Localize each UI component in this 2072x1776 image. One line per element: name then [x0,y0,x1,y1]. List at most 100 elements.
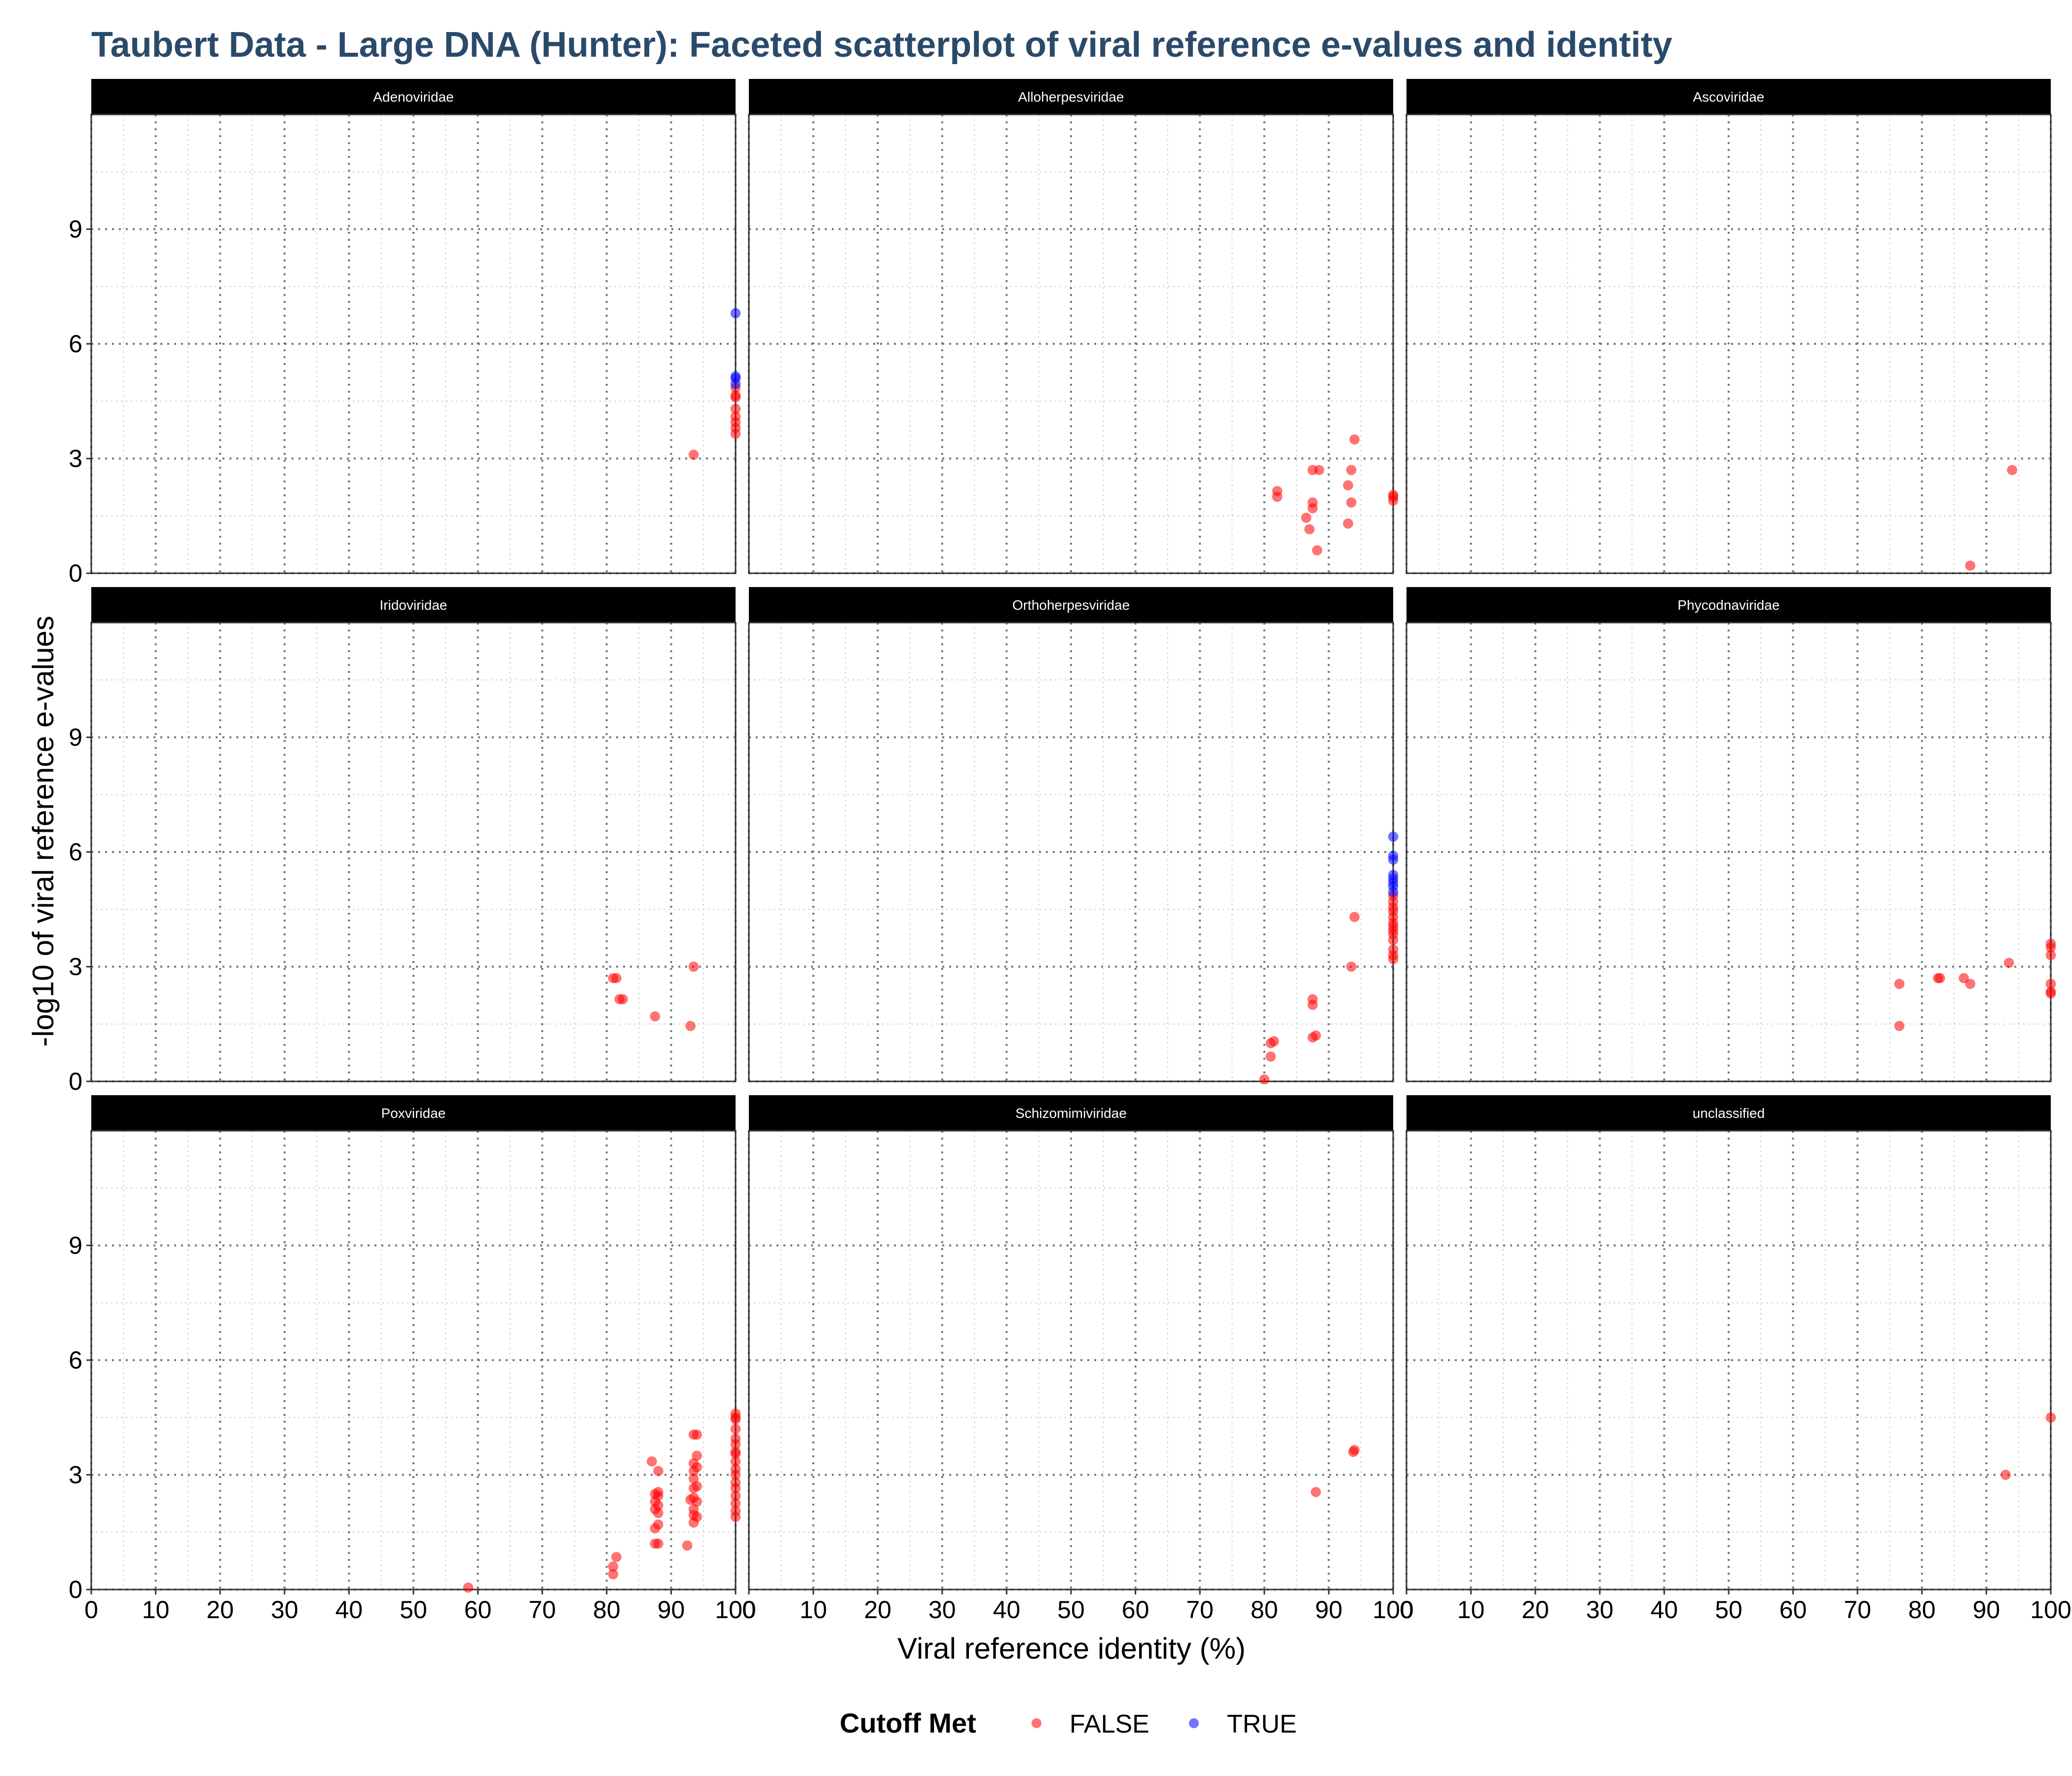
facet-strip [1406,587,2051,623]
data-point-false [1314,465,1325,476]
data-point-false [692,1450,703,1461]
data-point-false [1959,973,1969,984]
data-point-false [2003,958,2014,968]
facet-strip-label: Iridoviridae [380,597,447,613]
facet-strip [91,79,736,114]
data-point-false [730,1414,741,1425]
x-tick-label: 100 [715,1596,756,1624]
facet-strip-label: Phycodnaviridae [1677,597,1779,613]
data-point-false [1894,978,1905,989]
x-tick-label: 0 [742,1596,756,1624]
data-point-false [1388,491,1399,502]
x-tick-label: 40 [335,1596,363,1624]
x-tick-label: 80 [1251,1596,1278,1624]
data-point-false [1348,1446,1359,1457]
facet-panel: Ascoviridae [1406,79,2052,574]
facet-strip [91,1095,736,1131]
data-point-false [730,404,741,414]
facet-panel: Adenoviridae 0 3 6 9 [69,79,741,587]
data-point-false [1301,513,1312,523]
data-point-false [1346,465,1357,476]
y-tick-label: 0 [69,1576,82,1603]
data-point-false [682,1540,693,1551]
data-point-false [1259,1074,1270,1085]
data-point-false [463,1582,474,1593]
y-tick-label: 6 [69,1346,82,1374]
data-point-false [1272,491,1283,502]
data-point-false [1268,1036,1279,1047]
data-point-false [608,1561,619,1572]
data-point-false [1307,994,1318,1004]
facet-panel: Phycodnaviridae [1406,587,2056,1082]
data-point-false [1346,497,1357,508]
data-point-true [730,371,741,382]
data-point-false [1965,978,1976,989]
x-tick-label: 70 [1186,1596,1214,1624]
x-tick-label: 60 [1779,1596,1807,1624]
facet-strip [91,587,736,623]
data-point-false [1312,545,1323,555]
data-point-false [692,1429,703,1440]
data-point-false [1388,944,1399,955]
y-tick-label: 6 [69,330,82,358]
x-tick-label: 30 [928,1596,956,1624]
data-point-false [2045,950,2056,961]
data-point-false [1343,480,1354,491]
data-point-false [1310,1486,1321,1497]
x-tick-label: 20 [206,1596,234,1624]
data-point-false [653,1490,664,1501]
facet-panel-border [748,113,1394,574]
x-tick-label: 0 [84,1596,98,1624]
legend-key-false [1032,1718,1041,1728]
y-tick-label: 3 [69,953,82,981]
data-point-false [1934,973,1945,984]
facet-strip [1406,79,2051,114]
facet-strip-label: Adenoviridae [373,89,453,105]
data-point-true [1388,831,1399,842]
data-point-false [653,1508,664,1518]
y-tick-label: 9 [69,1232,82,1259]
data-point-true [730,308,741,319]
data-point-false [611,1552,622,1562]
data-point-false [1349,912,1360,923]
x-axis-title: Viral reference identity (%) [897,1632,1246,1665]
facet-strip-label: Schizomimiviridae [1015,1106,1127,1121]
data-point-true [1388,870,1399,880]
y-tick-label: 3 [69,1461,82,1489]
legend-title: Cutoff Met [840,1707,976,1739]
data-point-false [692,1462,703,1473]
data-point-false [650,1011,661,1022]
data-point-false [2045,986,2056,997]
facet-panel: Schizomimiviridae 0 10 20 30 40 50 60 70 80 90 100 [742,1095,1414,1624]
legend: Cutoff Met FALSE TRUE [840,1707,1297,1739]
x-tick-label: 40 [993,1596,1021,1624]
data-point-false [688,449,699,460]
facet-strip-label: Poxviridae [381,1106,446,1121]
data-point-false [692,1496,703,1507]
data-point-false [685,1021,696,1032]
data-point-false [653,1519,664,1530]
data-point-false [2000,1470,2011,1480]
data-point-false [1304,524,1315,535]
y-tick-label: 9 [69,724,82,751]
y-tick-label: 3 [69,445,82,473]
data-point-false [692,1481,703,1492]
x-tick-label: 50 [1057,1596,1085,1624]
facet-strip [749,587,1393,623]
facet-panel: Orthoherpesviridae [748,587,1399,1085]
data-point-false [1343,518,1354,529]
facet-strip-label: unclassified [1693,1106,1765,1121]
data-point-false [688,962,699,972]
x-tick-label: 10 [800,1596,827,1624]
x-tick-label: 30 [271,1596,298,1624]
x-tick-label: 80 [593,1596,621,1624]
chart-title: Taubert Data - Large DNA (Hunter): Facet… [91,25,1672,65]
data-point-false [1894,1021,1905,1032]
facet-strip [749,79,1393,114]
x-tick-label: 90 [658,1596,685,1624]
x-tick-label: 40 [1651,1596,1678,1624]
y-tick-label: 6 [69,838,82,866]
x-tick-label: 90 [1315,1596,1343,1624]
